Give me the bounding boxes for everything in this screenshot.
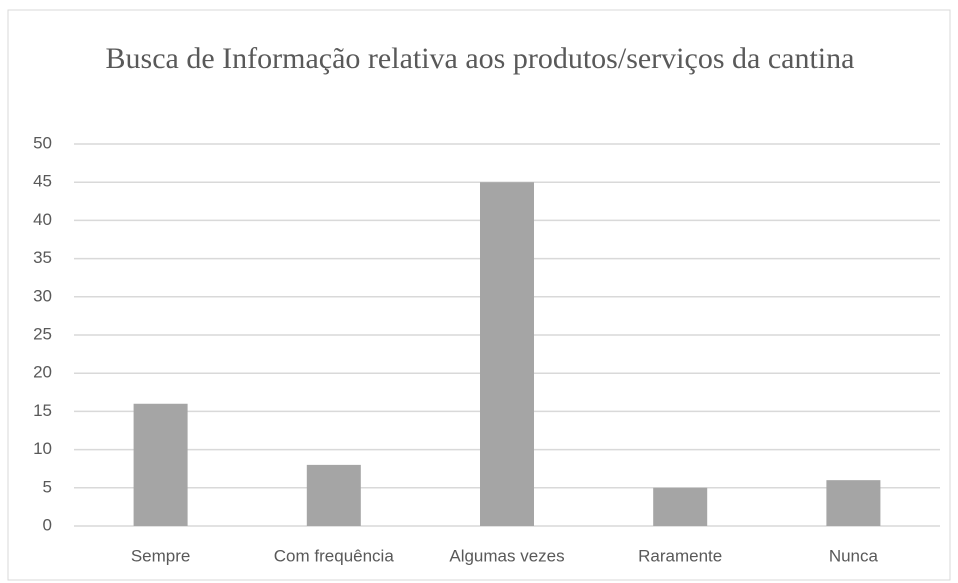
y-tick-label: 20 — [33, 363, 52, 382]
x-tick-label: Com frequência — [274, 546, 395, 565]
y-tick-label: 25 — [33, 324, 52, 343]
y-tick-label: 40 — [33, 210, 52, 229]
x-tick-label: Nunca — [829, 546, 879, 565]
y-tick-label: 5 — [43, 477, 52, 496]
y-tick-label: 10 — [33, 439, 52, 458]
y-tick-label: 35 — [33, 248, 52, 267]
x-tick-label: Sempre — [131, 546, 191, 565]
bar — [653, 487, 708, 526]
y-tick-label: 15 — [33, 401, 52, 420]
y-tick-label: 50 — [33, 133, 52, 152]
x-tick-label: Raramente — [638, 546, 722, 565]
bar — [826, 480, 881, 526]
y-tick-label: 45 — [33, 172, 52, 191]
y-tick-label: 30 — [33, 286, 52, 305]
chart-title: Busca de Informação relativa aos produto… — [105, 42, 855, 75]
x-tick-label: Algumas vezes — [449, 546, 564, 565]
bar — [480, 182, 534, 526]
bar — [306, 464, 361, 526]
bar — [133, 403, 188, 526]
y-tick-label: 0 — [43, 515, 52, 534]
